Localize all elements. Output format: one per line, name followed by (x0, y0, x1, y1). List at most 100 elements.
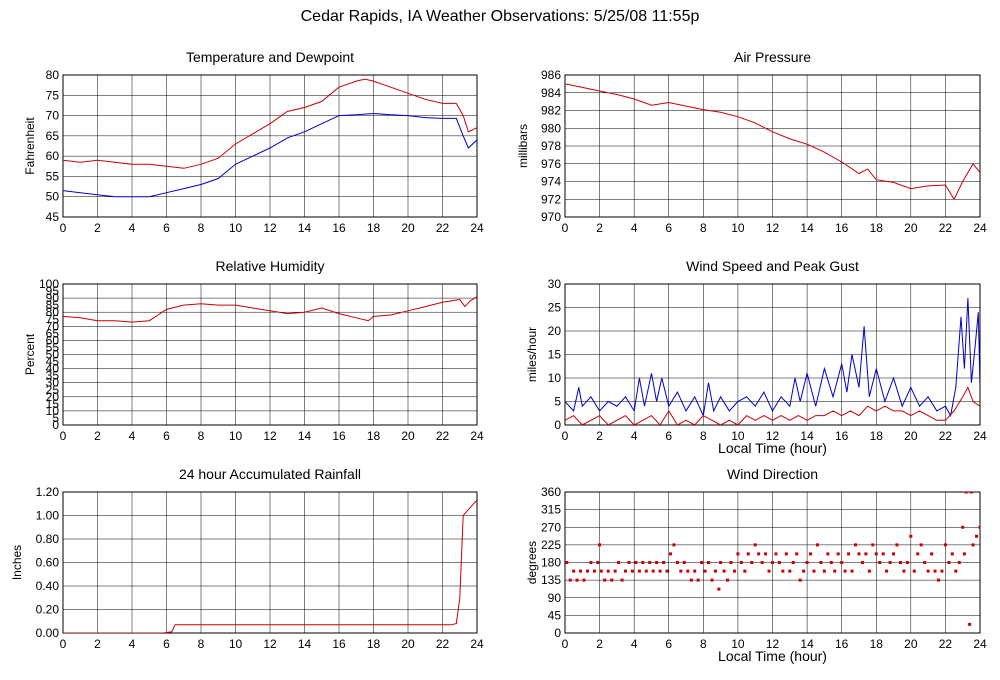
x-tick-label: 4 (129, 429, 136, 443)
x-tick-label: 12 (766, 221, 780, 235)
series-line-1 (63, 112, 477, 198)
x-tick-label: 16 (332, 637, 346, 651)
data-point (575, 578, 579, 582)
data-point (969, 492, 973, 494)
data-point (975, 534, 979, 538)
y-tick-label: 60 (46, 149, 60, 163)
plot-frame (564, 491, 981, 634)
data-point (565, 561, 569, 564)
data-point (812, 569, 816, 573)
data-point (739, 561, 743, 564)
y-tick-label: 15 (46, 397, 60, 411)
data-point (655, 561, 659, 564)
x-tick-label: 20 (401, 637, 415, 651)
x-tick-label: 2 (94, 221, 101, 235)
x-tick-label: 10 (229, 221, 243, 235)
x-tick-label: 14 (298, 429, 312, 443)
data-point (895, 543, 899, 547)
data-point (743, 569, 747, 573)
x-tick-label: 22 (436, 637, 450, 651)
y-tick-label: 0.20 (36, 603, 60, 617)
data-point (874, 552, 878, 556)
x-tick-label: 22 (939, 221, 953, 235)
data-point (857, 552, 861, 556)
x-tick-label: 6 (163, 221, 170, 235)
y-tick-label: 0 (554, 418, 561, 432)
data-point (624, 569, 628, 573)
x-tick-label: 14 (800, 637, 814, 651)
data-point (943, 543, 947, 547)
x-tick-label: 24 (470, 221, 484, 235)
x-tick-label: 8 (700, 429, 707, 443)
x-tick-label: 4 (631, 221, 638, 235)
data-point (854, 543, 857, 547)
x-tick-label: 12 (263, 429, 277, 443)
data-point (689, 578, 693, 582)
data-point (909, 534, 913, 538)
y-tick-label: 75 (46, 88, 60, 102)
data-point (764, 552, 768, 556)
data-point (662, 561, 666, 564)
data-point (847, 552, 851, 556)
chart-title: Air Pressure (734, 49, 811, 65)
y-tick-label: 1.00 (36, 509, 60, 523)
data-point (791, 561, 795, 564)
x-tick-label: 24 (973, 637, 987, 651)
x-tick-label: 8 (198, 429, 205, 443)
data-point (672, 543, 676, 547)
x-tick-label: 16 (332, 429, 346, 443)
data-point (961, 525, 965, 529)
y-tick-label: 10 (46, 404, 60, 418)
y-tick-label: 35 (46, 369, 60, 383)
y-tick-label: 65 (46, 326, 60, 340)
y-tick-label: 90 (46, 291, 60, 305)
x-tick-label: 18 (870, 637, 884, 651)
data-point (912, 569, 916, 573)
data-point (822, 569, 826, 573)
series-line-0 (63, 78, 477, 169)
series-line-0 (63, 296, 477, 323)
data-point (665, 569, 669, 573)
chart-title: Wind Speed and Peak Gust (686, 258, 859, 274)
x-tick-label: 6 (665, 221, 672, 235)
y-tick-label: 225 (541, 538, 561, 552)
y-tick-label: 25 (46, 383, 60, 397)
data-point (617, 561, 621, 564)
x-tick-label: 4 (631, 429, 638, 443)
data-point (788, 569, 792, 573)
data-point (603, 578, 607, 582)
data-point (668, 552, 672, 556)
data-point (582, 578, 586, 582)
data-point (746, 552, 750, 556)
y-axis-label: Percent (23, 333, 37, 375)
data-point (620, 578, 624, 582)
chart-title: 24 hour Accumulated Rainfall (179, 466, 361, 482)
y-tick-label: 976 (541, 157, 561, 171)
x-tick-label: 10 (229, 429, 243, 443)
data-point (819, 561, 823, 564)
x-tick-label: 12 (263, 637, 277, 651)
x-tick-label: 6 (665, 429, 672, 443)
data-point (760, 561, 764, 564)
data-point (971, 543, 975, 547)
x-tick-label: 4 (129, 221, 136, 235)
y-tick-label: 982 (541, 104, 561, 118)
y-tick-label: 45 (548, 608, 562, 622)
data-point (634, 561, 638, 564)
y-tick-label: 974 (541, 175, 561, 189)
x-tick-label: 8 (700, 637, 707, 651)
y-tick-label: 20 (548, 324, 562, 338)
y-tick-label: 25 (548, 301, 562, 315)
data-point (926, 569, 930, 573)
data-point (771, 561, 774, 564)
data-point (867, 569, 871, 573)
data-point (905, 561, 909, 564)
x-tick-label: 8 (198, 637, 205, 651)
x-tick-label: 2 (596, 429, 603, 443)
y-tick-label: 70 (46, 109, 60, 123)
chart-title: Wind Direction (727, 466, 818, 482)
data-point (637, 569, 641, 573)
